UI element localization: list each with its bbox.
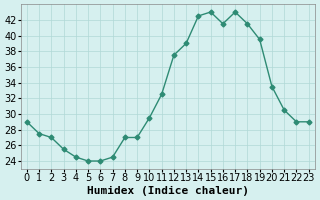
X-axis label: Humidex (Indice chaleur): Humidex (Indice chaleur) [87,186,249,196]
